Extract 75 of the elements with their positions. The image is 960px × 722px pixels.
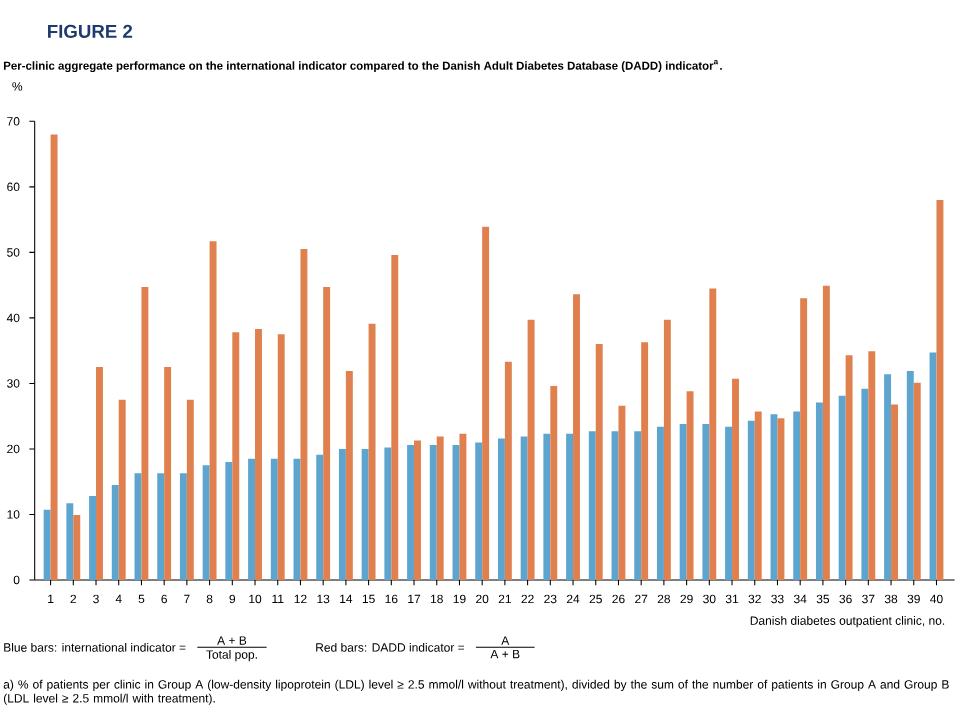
bar: [232, 332, 240, 580]
bar: [368, 323, 376, 580]
bar: [913, 382, 921, 580]
bar: [906, 370, 914, 580]
bar: [543, 433, 551, 580]
bar: [391, 254, 399, 580]
bar: [225, 462, 233, 580]
bar: [891, 404, 898, 580]
bar: [338, 448, 346, 580]
bar: [573, 294, 580, 580]
bar: [436, 436, 444, 580]
bar: [656, 426, 664, 580]
bar: [641, 342, 649, 580]
bar: [504, 361, 512, 580]
bar: [618, 405, 626, 580]
bar: [118, 399, 126, 580]
bar: [527, 319, 535, 580]
bar: [270, 458, 278, 580]
bar: [248, 458, 256, 580]
bar: [345, 370, 353, 580]
bar: [884, 374, 892, 580]
bar: [709, 288, 717, 580]
bar: [634, 431, 642, 580]
bar: [384, 447, 392, 580]
bar: [550, 386, 558, 580]
bar: [407, 445, 415, 580]
bar: [141, 287, 149, 580]
chart-title: FIGURE 2: [48, 24, 133, 38]
bar: [815, 402, 823, 580]
bar: [414, 440, 421, 580]
bar: [566, 433, 574, 580]
bar: [754, 411, 762, 580]
bar: [186, 399, 194, 580]
bar: [323, 287, 331, 580]
bar: [316, 454, 324, 580]
bar: [861, 388, 869, 580]
bar: [822, 285, 830, 580]
bar: [686, 391, 694, 580]
bar: [277, 334, 285, 580]
bar: [838, 395, 846, 580]
bar: [702, 424, 710, 580]
bar: [179, 473, 187, 580]
bar: [43, 509, 51, 580]
bar: [202, 465, 210, 580]
bar: [497, 438, 505, 580]
bar: [361, 448, 369, 580]
bar: [157, 473, 165, 580]
bar: [475, 442, 483, 580]
bar: [209, 241, 217, 580]
bar: [793, 411, 801, 580]
bar: [520, 436, 528, 580]
bar: [663, 319, 671, 580]
bar: [300, 249, 308, 580]
bar: [777, 418, 785, 580]
bar: [66, 503, 74, 580]
bar: [936, 199, 944, 580]
bar: [725, 426, 733, 580]
bar: [868, 351, 876, 580]
bar: [429, 445, 437, 580]
bar: [732, 378, 739, 580]
bar: [482, 226, 490, 580]
bar: [800, 298, 808, 580]
bar: [459, 433, 467, 580]
bar: [73, 515, 81, 580]
bar: [595, 344, 603, 580]
bar: [845, 355, 853, 580]
bar: [50, 134, 58, 580]
bar: [255, 329, 262, 580]
bar: [588, 431, 596, 580]
bar: [747, 420, 755, 580]
bar: [164, 367, 172, 580]
bar: [111, 484, 119, 580]
bar: [89, 496, 97, 580]
bar: [96, 367, 103, 580]
bar: [679, 424, 687, 580]
